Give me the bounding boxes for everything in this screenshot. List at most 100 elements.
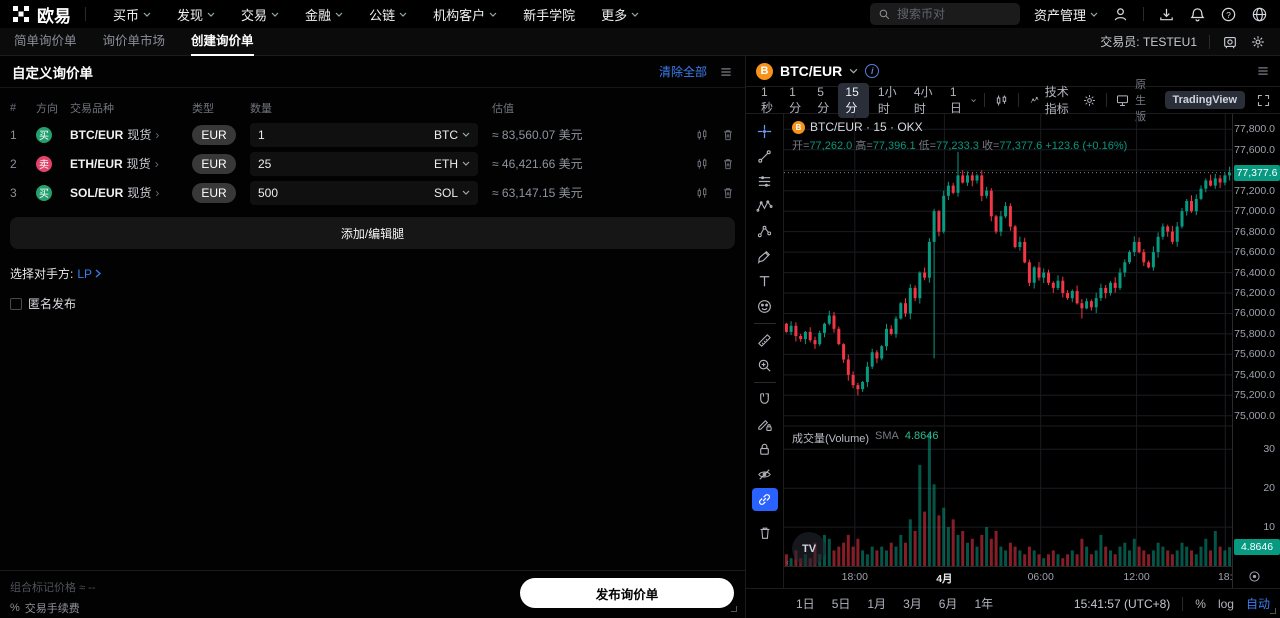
- type-pill[interactable]: EUR: [192, 182, 236, 203]
- search-box[interactable]: [869, 3, 1020, 25]
- chart-symbol[interactable]: BTC/EUR: [780, 63, 843, 79]
- publish-rfq-button[interactable]: 发布询价单: [520, 578, 734, 608]
- crosshair-tool-icon[interactable]: [752, 120, 778, 143]
- magnet-tool-icon[interactable]: [752, 388, 778, 411]
- candlestick-chart[interactable]: [784, 114, 1232, 566]
- auto-scale-toggle[interactable]: 自动: [1245, 597, 1270, 611]
- search-input[interactable]: [896, 7, 1012, 21]
- forecast-tool-icon[interactable]: [752, 220, 778, 243]
- measure-ruler-icon[interactable]: [752, 329, 778, 352]
- settings-gear-icon[interactable]: [1250, 34, 1266, 50]
- user-icon[interactable]: [1112, 6, 1129, 23]
- native-version-toggle[interactable]: 原生版: [1135, 79, 1147, 123]
- nav-item-finance[interactable]: 金融: [292, 5, 356, 24]
- tradingview-toggle[interactable]: TradingView: [1164, 91, 1246, 109]
- add-edit-legs-button[interactable]: 添加/编辑腿: [10, 217, 735, 249]
- nav-item-buy-crypto[interactable]: 买币: [100, 5, 164, 24]
- tab-simple-rfq[interactable]: 简单询价单: [14, 33, 77, 48]
- range-1d[interactable]: 1日: [796, 597, 815, 611]
- lock-all-tool-icon[interactable]: [752, 438, 778, 461]
- timeframe-1d[interactable]: 1日: [949, 84, 962, 115]
- nav-item-chain[interactable]: 公链: [356, 5, 420, 24]
- remove-drawings-trash-icon[interactable]: [752, 521, 778, 544]
- time-axis[interactable]: ‹ 18:00 4月 06:00 12:00 18:: [784, 557, 1233, 588]
- log-scale-toggle[interactable]: log: [1217, 596, 1234, 611]
- type-pill[interactable]: EUR: [192, 124, 236, 145]
- nav-item-trade[interactable]: 交易: [228, 5, 292, 24]
- nav-item-discover[interactable]: 发现: [164, 5, 228, 24]
- instrument-selector[interactable]: SOL/EUR 现货 ›: [70, 185, 160, 201]
- info-icon[interactable]: i: [865, 64, 880, 78]
- range-1mo[interactable]: 1月: [867, 597, 887, 611]
- timeframe-4h[interactable]: 4小时: [913, 85, 933, 116]
- language-globe-icon[interactable]: [1251, 6, 1268, 23]
- fullscreen-expand-icon[interactable]: [1255, 89, 1272, 112]
- emoji-tool-icon[interactable]: [752, 295, 778, 318]
- vault-icon[interactable]: [1222, 34, 1238, 50]
- text-tool-icon[interactable]: [752, 270, 778, 293]
- chart-footer: 1日 5日 1月 3月 6月 1年 15:41:57 (UTC+8) % log…: [746, 588, 1280, 618]
- nav-item-more[interactable]: 更多: [588, 5, 652, 24]
- indicators-button[interactable]: 技术指标: [1026, 83, 1078, 117]
- timeframe-1s[interactable]: 1秒: [761, 84, 774, 115]
- nav-item-institutional[interactable]: 机构客户: [420, 5, 510, 24]
- delete-trash-icon[interactable]: [721, 128, 735, 142]
- hide-drawings-eye-icon[interactable]: [752, 463, 778, 486]
- chevron-down-icon[interactable]: [971, 98, 976, 103]
- drawing-lock-edit-icon[interactable]: [752, 413, 778, 436]
- help-icon[interactable]: ?: [1220, 6, 1237, 23]
- price-axis[interactable]: 77,800.077,600.077,400.077,200.077,000.0…: [1232, 114, 1280, 588]
- timeframe-15m[interactable]: 15分: [838, 82, 869, 118]
- counterparty-link[interactable]: LP: [77, 267, 102, 281]
- go-to-realtime-icon[interactable]: [1247, 569, 1262, 584]
- chart-menu-icon[interactable]: [1256, 64, 1270, 78]
- amount-input[interactable]: [258, 127, 434, 142]
- range-1y[interactable]: 1年: [974, 597, 994, 611]
- range-3mo[interactable]: 3月: [903, 597, 922, 611]
- sync-link-tool-icon[interactable]: [751, 488, 778, 511]
- panel-menu-icon[interactable]: [719, 65, 733, 79]
- notifications-bell-icon[interactable]: [1189, 6, 1206, 23]
- clear-all-link[interactable]: 清除全部: [658, 65, 707, 79]
- scroll-left-arrow[interactable]: ‹: [786, 557, 789, 567]
- range-5d[interactable]: 5日: [831, 597, 851, 611]
- range-6mo[interactable]: 6月: [938, 597, 958, 611]
- amount-input[interactable]: [258, 185, 434, 200]
- assets-menu[interactable]: 资产管理: [1034, 5, 1098, 24]
- resize-corner[interactable]: [731, 606, 737, 612]
- delete-trash-icon[interactable]: [721, 186, 735, 200]
- resize-corner[interactable]: [1270, 608, 1276, 614]
- timeframe-1h[interactable]: 1小时: [877, 85, 897, 116]
- amount-input[interactable]: [258, 156, 434, 171]
- brush-tool-icon[interactable]: [752, 245, 778, 268]
- instrument-selector[interactable]: BTC/EUR 现货 ›: [70, 127, 160, 143]
- anonymous-checkbox[interactable]: [10, 297, 22, 310]
- zoom-in-tool-icon[interactable]: [752, 354, 778, 377]
- unit-dropdown[interactable]: SOL: [434, 186, 470, 200]
- okx-logo[interactable]: 欧易: [12, 2, 71, 27]
- unit-dropdown[interactable]: ETH: [434, 157, 470, 171]
- chevron-down-icon[interactable]: [849, 68, 858, 74]
- type-pill[interactable]: EUR: [192, 153, 236, 174]
- instrument-selector[interactable]: ETH/EUR 现货 ›: [70, 156, 159, 172]
- display-settings-icon[interactable]: [1114, 89, 1131, 112]
- unit-dropdown[interactable]: BTC: [434, 128, 470, 142]
- nav-item-academy[interactable]: 新手学院: [523, 7, 576, 23]
- indicator-settings-gear-icon[interactable]: [1081, 89, 1098, 112]
- percent-scale-toggle[interactable]: %: [1195, 596, 1206, 611]
- pattern-tool-icon[interactable]: [752, 195, 778, 218]
- chart-clock[interactable]: 15:41:57 (UTC+8): [1073, 596, 1171, 611]
- candle-chart-icon[interactable]: [695, 186, 709, 200]
- candle-chart-icon[interactable]: [695, 128, 709, 142]
- download-app-icon[interactable]: [1158, 6, 1175, 23]
- chart-canvas-area[interactable]: B BTC/EUR · 15 · OKX 开=77,262.0 高=77,396…: [784, 114, 1233, 588]
- candle-style-icon[interactable]: [993, 89, 1010, 112]
- tab-create-rfq[interactable]: 创建询价单: [191, 28, 254, 56]
- timeframe-1m[interactable]: 1分: [789, 84, 802, 115]
- gann-fib-tool-icon[interactable]: [752, 170, 778, 193]
- trend-line-tool-icon[interactable]: [752, 145, 778, 168]
- candle-chart-icon[interactable]: [695, 157, 709, 171]
- tab-rfq-market[interactable]: 询价单市场: [102, 33, 166, 48]
- timeframe-5m[interactable]: 5分: [817, 84, 830, 115]
- delete-trash-icon[interactable]: [721, 157, 735, 171]
